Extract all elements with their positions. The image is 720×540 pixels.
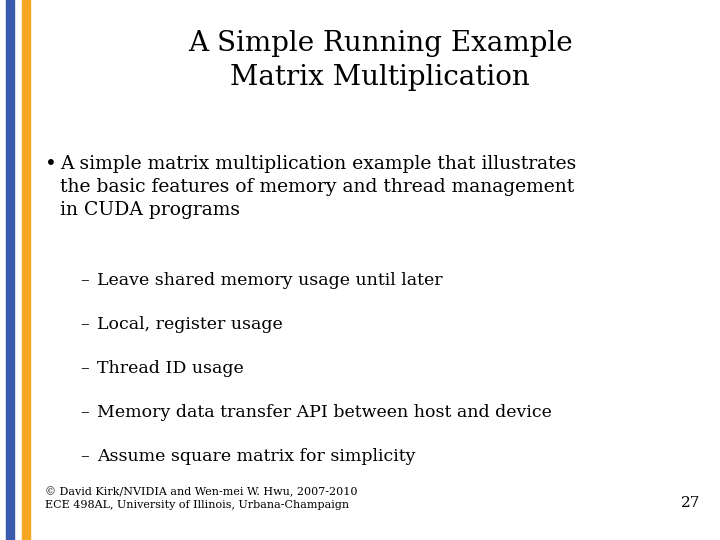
Text: –: – bbox=[80, 316, 89, 333]
Text: –: – bbox=[80, 360, 89, 377]
Text: –: – bbox=[80, 448, 89, 465]
Bar bbox=[22, 0, 30, 540]
Text: A simple matrix multiplication example that illustrates
the basic features of me: A simple matrix multiplication example t… bbox=[60, 155, 576, 219]
Text: Local, register usage: Local, register usage bbox=[97, 316, 283, 333]
Text: •: • bbox=[45, 155, 57, 174]
Text: Memory data transfer API between host and device: Memory data transfer API between host an… bbox=[97, 404, 552, 421]
Text: Thread ID usage: Thread ID usage bbox=[97, 360, 244, 377]
Text: –: – bbox=[80, 404, 89, 421]
Text: Assume square matrix for simplicity: Assume square matrix for simplicity bbox=[97, 448, 415, 465]
Bar bbox=[6, 0, 14, 540]
Text: Leave shared memory usage until later: Leave shared memory usage until later bbox=[97, 272, 443, 289]
Text: 27: 27 bbox=[680, 496, 700, 510]
Text: –: – bbox=[80, 272, 89, 289]
Text: © David Kirk/NVIDIA and Wen-mei W. Hwu, 2007-2010
ECE 498AL, University of Illin: © David Kirk/NVIDIA and Wen-mei W. Hwu, … bbox=[45, 486, 358, 510]
Text: A Simple Running Example
Matrix Multiplication: A Simple Running Example Matrix Multipli… bbox=[188, 30, 572, 91]
